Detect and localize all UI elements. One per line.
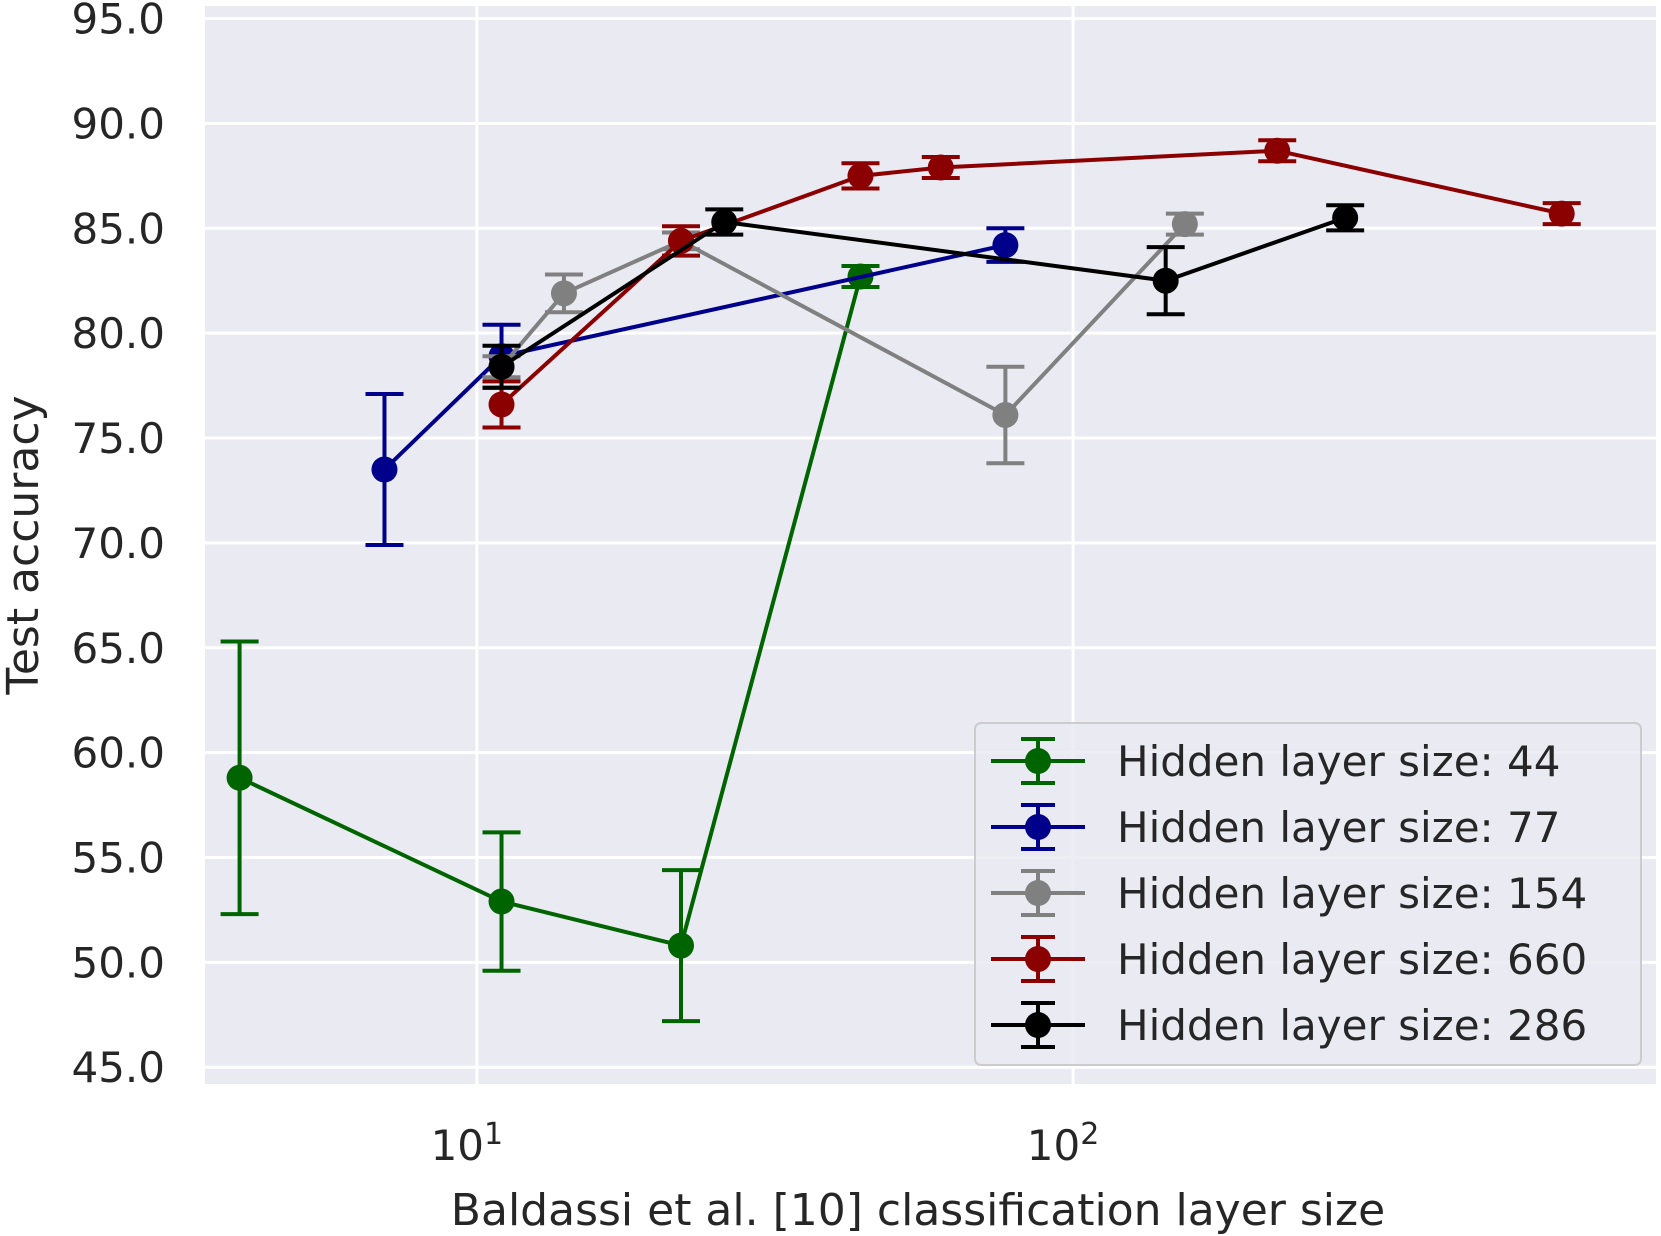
x-tick-exponent: 1	[484, 1117, 503, 1152]
legend-item: Hidden layer size: 44	[991, 737, 1560, 786]
legend-box	[974, 722, 1642, 1066]
legend-marker	[1025, 748, 1051, 774]
series-0	[220, 263, 880, 1024]
legend-label: Hidden layer size: 660	[1117, 935, 1587, 984]
y-tick-label: 90.0	[71, 99, 165, 148]
data-point	[847, 162, 874, 189]
legend-item: Hidden layer size: 660	[991, 935, 1587, 984]
data-point	[550, 280, 577, 307]
legend-item: Hidden layer size: 77	[991, 803, 1560, 852]
x-tick-exponent: 2	[1080, 1117, 1099, 1152]
series-layer	[220, 137, 1581, 1024]
y-tick-label: 85.0	[71, 204, 165, 253]
data-point	[1264, 137, 1291, 164]
data-point	[226, 764, 253, 791]
data-point	[488, 391, 515, 418]
series-line	[500, 215, 1346, 369]
data-point	[992, 232, 1019, 259]
legend-marker	[1025, 946, 1051, 972]
y-tick-label: 50.0	[71, 938, 165, 987]
legend-item: Hidden layer size: 286	[991, 1001, 1587, 1050]
legend-label: Hidden layer size: 286	[1117, 1001, 1587, 1050]
x-tick-base: 10	[431, 1121, 484, 1170]
data-point	[1332, 204, 1359, 231]
series-4	[482, 203, 1365, 390]
y-tick-label: 70.0	[71, 519, 165, 568]
legend-label: Hidden layer size: 154	[1117, 869, 1587, 918]
y-tick-label: 75.0	[71, 414, 165, 463]
y-tick-label: 80.0	[71, 309, 165, 358]
data-point	[1548, 200, 1575, 227]
y-tick-label: 65.0	[71, 624, 165, 673]
y-tick-labels: 45.0 50.0 55.0 60.0 65.0 70.0 75.0 80.0 85.0 90.0…	[71, 0, 165, 1092]
data-point	[1171, 211, 1198, 238]
y-tick-label: 60.0	[71, 729, 165, 778]
legend: Hidden layer size: 44 Hidden layer size: …	[974, 722, 1642, 1066]
data-point	[488, 888, 515, 915]
data-point	[992, 401, 1019, 428]
series-line	[238, 275, 863, 948]
data-point	[711, 209, 738, 236]
legend-marker	[1025, 880, 1051, 906]
data-point	[488, 353, 515, 380]
y-axis-label: Test accuracy	[0, 395, 49, 695]
legend-marker	[1025, 814, 1051, 840]
data-point	[371, 456, 398, 483]
legend-label: Hidden layer size: 77	[1117, 803, 1560, 852]
data-point	[1152, 267, 1179, 294]
data-point	[667, 932, 694, 959]
legend-label: Hidden layer size: 44	[1117, 737, 1560, 786]
y-gridlines	[205, 17, 1656, 1069]
y-tick-label: 55.0	[71, 833, 165, 882]
x-tick-labels: 101 102	[431, 1117, 1100, 1170]
y-tick-label: 45.0	[71, 1043, 165, 1092]
legend-marker	[1025, 1012, 1051, 1038]
x-tick-base: 10	[1027, 1121, 1080, 1170]
x-tick-label: 102	[1027, 1117, 1100, 1170]
legend-item: Hidden layer size: 154	[991, 869, 1587, 918]
x-axis-label: Baldassi et al. [10] classification laye…	[451, 1185, 1385, 1236]
y-tick-label: 95.0	[71, 0, 165, 44]
data-point	[927, 154, 954, 181]
x-tick-label: 101	[431, 1117, 504, 1170]
